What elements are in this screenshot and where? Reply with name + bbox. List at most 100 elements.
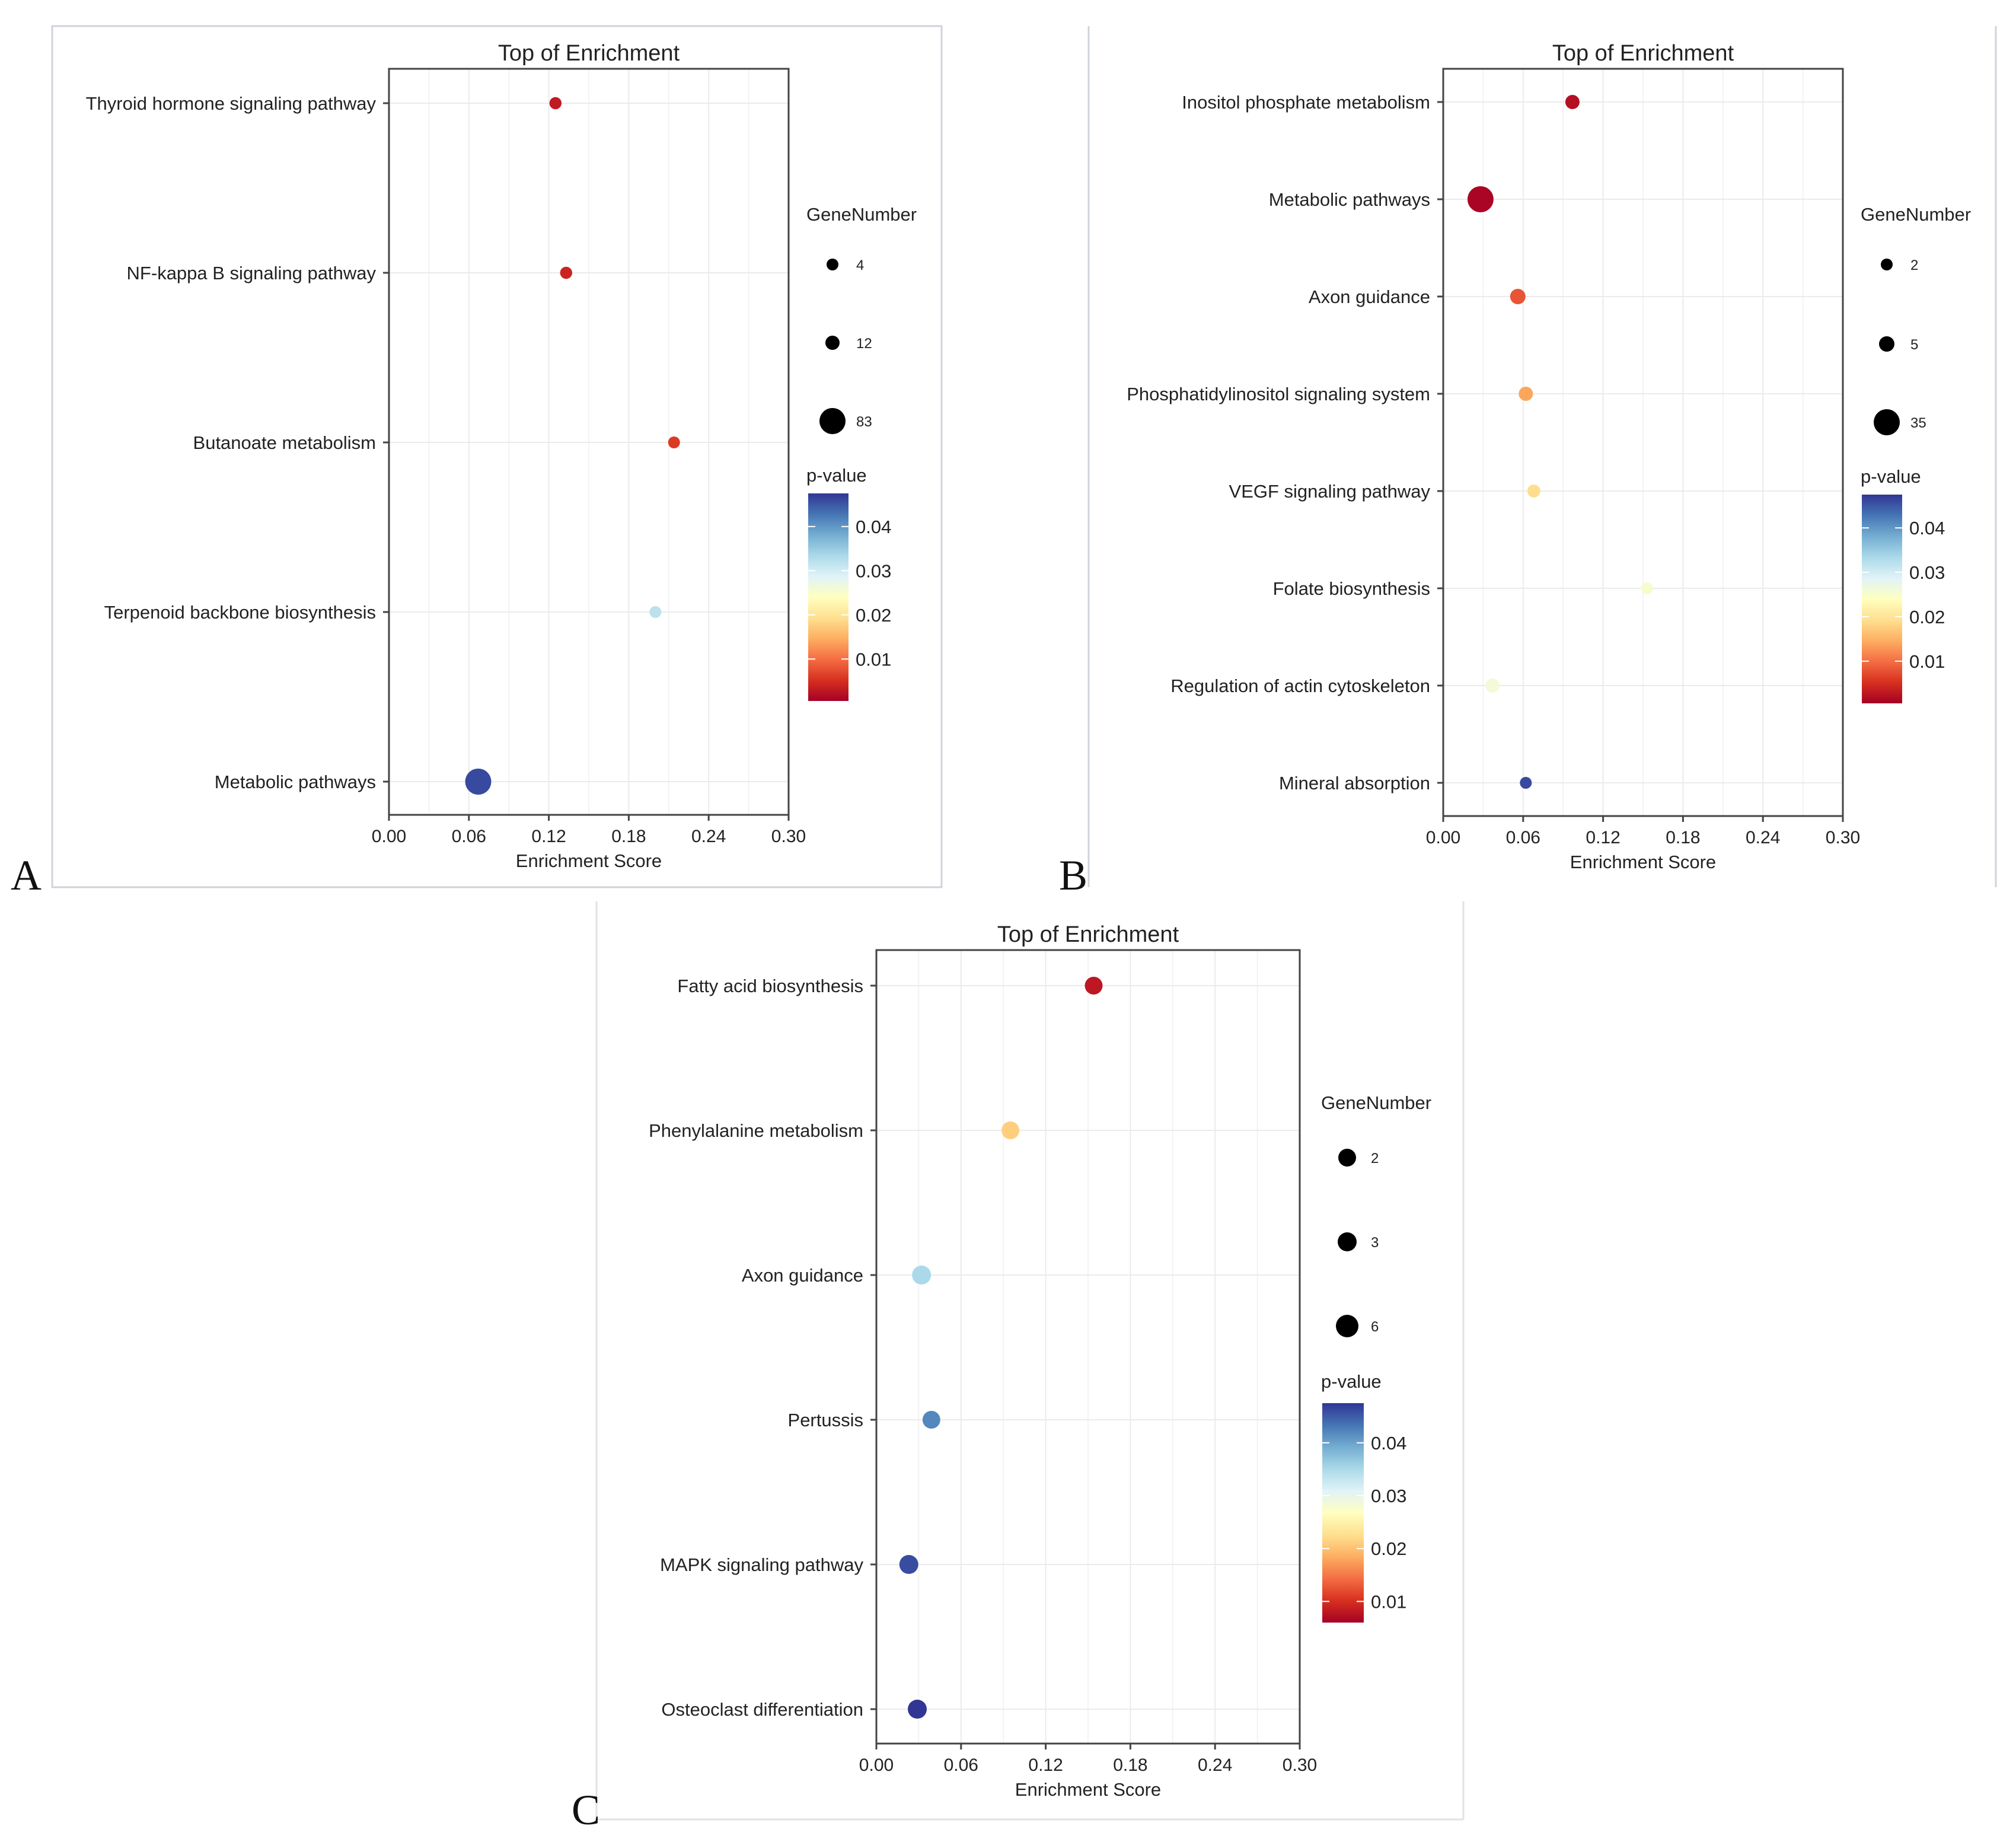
x-tick-label: 0.24 [691, 827, 726, 846]
category-label: Butanoate metabolism [193, 432, 376, 453]
x-tick-label: 0.12 [1586, 828, 1620, 847]
size-legend-label: 12 [856, 336, 872, 352]
data-point [1565, 95, 1580, 109]
category-label: NF-kappa B signaling pathway [127, 263, 377, 283]
category-label: Mineral absorption [1279, 773, 1430, 793]
size-legend-label: 35 [1910, 415, 1926, 431]
category-label: Phosphatidylinositol signaling system [1127, 384, 1430, 404]
data-point [899, 1555, 918, 1574]
pvalue-legend-title: p-value [1321, 1371, 1382, 1392]
colorbar-tick-label: 0.01 [1909, 651, 1945, 672]
category-label: Metabolic pathways [215, 772, 376, 792]
data-point [1084, 977, 1103, 995]
size-legend-label: 83 [856, 414, 872, 430]
data-point [1641, 582, 1653, 594]
chart-title: Top of Enrichment [1552, 41, 1734, 66]
data-point [549, 97, 562, 110]
panel-letter: C [572, 1786, 600, 1834]
category-label: Osteoclast differentiation [661, 1699, 863, 1720]
data-point [649, 606, 662, 618]
size-legend-label: 5 [1910, 337, 1918, 353]
size-legend-dot [1881, 259, 1893, 270]
category-label: Axon guidance [1309, 286, 1430, 307]
size-legend-title: GeneNumber [1321, 1092, 1431, 1113]
size-legend-dot [825, 336, 840, 350]
panel-c: Top of Enrichment 0.00 0.06 0.12 0.18 0.24 0.3… [572, 922, 1431, 1834]
chart-title: Top of Enrichment [997, 922, 1179, 947]
colorbar-tick-label: 0.03 [1909, 562, 1945, 583]
size-legend-label: 2 [1371, 1151, 1379, 1167]
pvalue-colorbar [808, 493, 848, 701]
colorbar-tick-label: 0.02 [856, 605, 891, 626]
x-tick-label: 0.12 [531, 827, 566, 846]
x-tick-label: 0.06 [944, 1755, 978, 1775]
category-label: Terpenoid backbone biosynthesis [104, 602, 376, 623]
plot-frame [1442, 68, 1844, 817]
pvalue-colorbar [1322, 1403, 1364, 1623]
size-legend-dot [1336, 1315, 1358, 1337]
data-point [912, 1266, 932, 1285]
panel-a: Top of Enrichment 0.00 0.06 0.12 0.18 0.24 0.3… [11, 41, 917, 899]
size-legend-label: 3 [1371, 1235, 1379, 1251]
x-tick-label: 0.06 [452, 827, 486, 846]
chart-title: Top of Enrichment [498, 41, 680, 66]
category-label: Phenylalanine metabolism [649, 1120, 863, 1141]
colorbar-tick-label: 0.01 [856, 649, 891, 670]
category-label: MAPK signaling pathway [660, 1554, 863, 1575]
size-legend-label: 4 [856, 257, 864, 273]
pvalue-legend-title: p-value [806, 465, 867, 486]
x-tick-label: 0.24 [1746, 828, 1780, 847]
data-point [1510, 289, 1526, 304]
category-label: Inositol phosphate metabolism [1182, 92, 1430, 113]
x-axis-label: Enrichment Score [1570, 852, 1716, 872]
category-label: Thyroid hormone signaling pathway [86, 93, 377, 114]
x-tick-label: 0.18 [611, 827, 646, 846]
x-tick-label: 0.00 [372, 827, 406, 846]
size-legend-dot [1338, 1149, 1356, 1167]
x-tick-label: 0.00 [859, 1755, 894, 1775]
category-label: Pertussis [788, 1410, 863, 1430]
size-legend-title: GeneNumber [1861, 204, 1971, 225]
colorbar-tick-label: 0.03 [856, 560, 891, 581]
size-legend-dot [819, 408, 846, 434]
category-label: Regulation of actin cytoskeleton [1170, 675, 1430, 696]
category-label: VEGF signaling pathway [1229, 481, 1431, 502]
size-legend-dot [1338, 1232, 1357, 1251]
size-legend-label: 6 [1371, 1319, 1379, 1335]
data-point [668, 436, 680, 448]
data-point [560, 266, 573, 279]
data-point [1519, 387, 1533, 401]
x-axis-label: Enrichment Score [516, 850, 662, 871]
x-tick-label: 0.18 [1113, 1755, 1147, 1775]
x-tick-label: 0.30 [1283, 1755, 1317, 1775]
x-tick-label: 0.12 [1028, 1755, 1063, 1775]
colorbar-tick-label: 0.01 [1371, 1591, 1406, 1612]
panel-a-border [51, 25, 943, 888]
colorbar-tick-label: 0.04 [856, 517, 891, 537]
x-tick-label: 0.24 [1198, 1755, 1232, 1775]
category-label: Fatty acid biosynthesis [677, 976, 863, 996]
data-point [1467, 186, 1494, 212]
x-tick-label: 0.18 [1666, 828, 1700, 847]
data-point [908, 1700, 927, 1719]
panel-b: Top of Enrichment 0.00 0.06 0.12 0.18 0.24 0.3… [1059, 41, 1971, 899]
size-legend-dot [1879, 336, 1894, 352]
plot-frame [875, 949, 1301, 1745]
x-axis-label: Enrichment Score [1015, 1779, 1161, 1800]
x-tick-label: 0.30 [771, 827, 806, 846]
size-legend-dot [1874, 409, 1900, 435]
size-legend-label: 2 [1910, 257, 1918, 273]
data-point [1527, 485, 1540, 498]
data-point [465, 769, 492, 795]
data-point [1001, 1121, 1020, 1139]
data-point [1520, 777, 1532, 789]
colorbar-tick-label: 0.04 [1371, 1433, 1406, 1454]
panel-letter: A [11, 852, 42, 899]
size-legend-dot [827, 259, 838, 270]
pvalue-legend-title: p-value [1861, 466, 1921, 487]
colorbar-tick-label: 0.04 [1909, 518, 1945, 538]
pvalue-colorbar [1862, 495, 1902, 703]
x-tick-label: 0.00 [1426, 828, 1460, 847]
colorbar-tick-label: 0.02 [1909, 607, 1945, 627]
